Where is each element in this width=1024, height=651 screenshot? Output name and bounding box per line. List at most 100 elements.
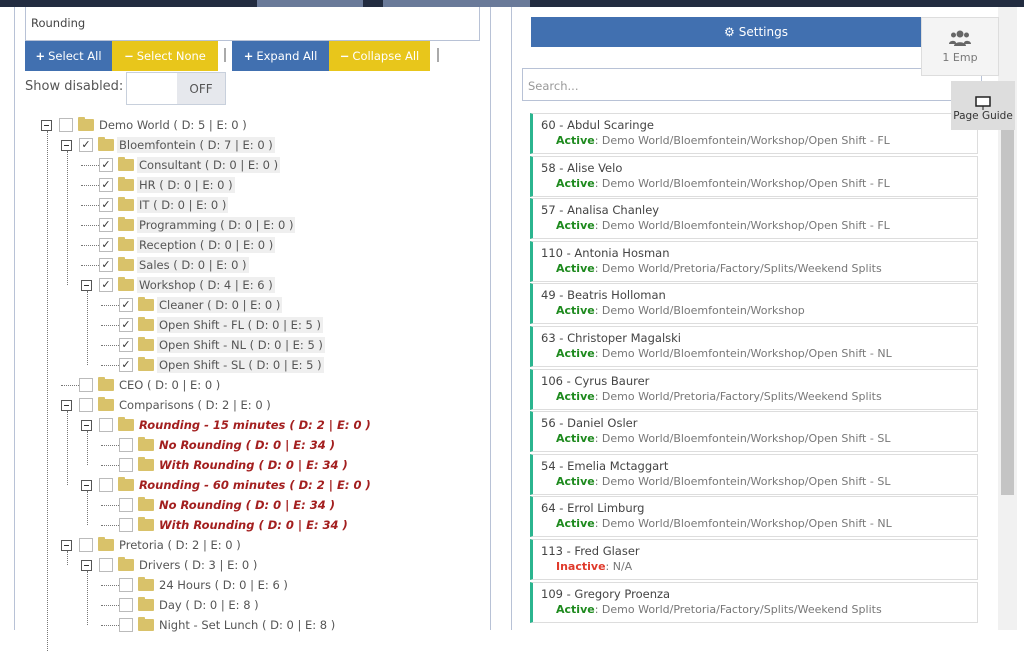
node-checkbox[interactable] <box>99 418 113 432</box>
node-checkbox[interactable] <box>119 578 133 592</box>
page-guide-button[interactable]: Page Guide <box>951 81 1015 130</box>
node-checkbox[interactable]: ✓ <box>119 338 133 352</box>
tree-node: ✓ Consultant ( D: 0 | E: 0 ) <box>81 155 281 175</box>
tree-node: ✓ Programming ( D: 0 | E: 0 ) <box>81 215 296 235</box>
tree-connector <box>101 524 119 526</box>
node-label[interactable]: IT ( D: 0 | E: 0 ) <box>137 197 229 213</box>
tree-connector <box>101 504 119 506</box>
tree-node: CEO ( D: 0 | E: 0 ) <box>61 375 222 395</box>
node-label[interactable]: With Rounding ( D: 0 | E: 34 ) <box>159 458 348 472</box>
node-checkbox[interactable] <box>99 478 113 492</box>
employee-list-item[interactable]: 56 - Daniel Osler Active: Demo World/Bloe… <box>530 411 978 453</box>
collapse-toggle-icon[interactable] <box>61 539 72 551</box>
collapse-toggle-icon[interactable] <box>81 419 92 431</box>
node-label[interactable]: Bloemfontein ( D: 7 | E: 0 ) <box>117 137 275 153</box>
employee-list-item[interactable]: 57 - Analisa Chanley Active: Demo World/B… <box>530 198 978 240</box>
node-checkbox[interactable]: ✓ <box>99 198 113 212</box>
node-label[interactable]: No Rounding ( D: 0 | E: 34 ) <box>159 438 336 452</box>
node-checkbox[interactable]: ✓ <box>99 218 113 232</box>
folder-icon <box>138 617 154 631</box>
node-checkbox[interactable] <box>119 598 133 612</box>
node-label[interactable]: Open Shift - SL ( D: 0 | E: 5 ) <box>157 357 324 373</box>
collapse-toggle-icon[interactable] <box>81 559 92 571</box>
node-checkbox[interactable]: ✓ <box>99 178 113 192</box>
collapse-toggle-icon[interactable] <box>41 119 52 131</box>
nav-tab[interactable] <box>383 0 480 7</box>
node-checkbox[interactable]: ✓ <box>99 258 113 272</box>
employee-list-item[interactable]: 54 - Emelia Mctaggart Active: Demo World/… <box>530 453 978 495</box>
folder-icon <box>118 417 134 431</box>
employee-count-badge[interactable]: 1 Emp <box>921 17 999 76</box>
node-label[interactable]: Open Shift - FL ( D: 0 | E: 5 ) <box>157 317 323 333</box>
tree-guide-line <box>47 131 48 651</box>
node-label[interactable]: Rounding - 15 minutes ( D: 2 | E: 0 ) <box>139 418 371 432</box>
select-all-button[interactable]: + Select All <box>25 41 112 71</box>
nav-tab[interactable] <box>257 0 363 7</box>
node-label[interactable]: With Rounding ( D: 0 | E: 34 ) <box>159 518 348 532</box>
node-label[interactable]: Rounding - 60 minutes ( D: 2 | E: 0 ) <box>139 478 371 492</box>
employee-list-item[interactable]: 60 - Abdul Scaringe Active: Demo World/Bl… <box>530 113 978 154</box>
node-checkbox[interactable] <box>79 538 93 552</box>
node-checkbox[interactable]: ✓ <box>79 138 93 152</box>
collapse-toggle-icon[interactable] <box>81 479 92 491</box>
node-label[interactable]: Cleaner ( D: 0 | E: 0 ) <box>157 297 283 313</box>
tree-guide-line <box>67 411 68 485</box>
tree-node: Night - Set Lunch ( D: 0 | E: 8 ) <box>101 615 337 635</box>
node-checkbox[interactable] <box>99 558 113 572</box>
node-label[interactable]: Open Shift - NL ( D: 0 | E: 5 ) <box>157 337 325 353</box>
search-input[interactable]: Search... <box>522 68 982 101</box>
node-checkbox[interactable] <box>79 398 93 412</box>
node-label[interactable]: Day ( D: 0 | E: 8 ) <box>159 598 259 612</box>
node-label[interactable]: 24 Hours ( D: 0 | E: 6 ) <box>159 578 288 592</box>
node-label[interactable]: Night - Set Lunch ( D: 0 | E: 8 ) <box>159 618 336 632</box>
node-checkbox[interactable] <box>119 498 133 512</box>
collapse-toggle-icon[interactable] <box>61 139 72 151</box>
node-checkbox[interactable] <box>59 118 73 132</box>
select-none-button[interactable]: − Select None <box>112 41 218 71</box>
collapse-all-button[interactable]: − Collapse All <box>329 41 430 71</box>
node-label[interactable]: Comparisons ( D: 2 | E: 0 ) <box>119 398 271 412</box>
node-label[interactable]: HR ( D: 0 | E: 0 ) <box>137 177 235 193</box>
node-label[interactable]: Drivers ( D: 3 | E: 0 ) <box>139 558 258 572</box>
node-label[interactable]: Demo World ( D: 5 | E: 0 ) <box>99 118 247 132</box>
settings-button[interactable]: ⚙ Settings <box>531 17 981 47</box>
employee-name: 110 - Antonia Hosman <box>541 245 670 260</box>
node-checkbox[interactable]: ✓ <box>119 318 133 332</box>
employee-list-item[interactable]: 113 - Fred Glaser Inactive: N/A <box>530 539 978 580</box>
node-checkbox[interactable] <box>119 518 133 532</box>
node-label[interactable]: CEO ( D: 0 | E: 0 ) <box>119 378 221 392</box>
node-label[interactable]: Pretoria ( D: 2 | E: 0 ) <box>119 538 241 552</box>
folder-icon <box>138 517 154 531</box>
node-checkbox[interactable]: ✓ <box>99 158 113 172</box>
node-label[interactable]: Reception ( D: 0 | E: 0 ) <box>137 237 276 253</box>
expand-all-button[interactable]: + Expand All <box>232 41 329 71</box>
nav-tab[interactable] <box>480 0 530 7</box>
select-none-label: Select None <box>136 49 206 63</box>
collapse-toggle-icon[interactable] <box>81 279 92 291</box>
node-label[interactable]: Workshop ( D: 4 | E: 6 ) <box>137 277 275 293</box>
scrollbar-thumb[interactable] <box>1001 90 1014 495</box>
node-checkbox[interactable]: ✓ <box>99 238 113 252</box>
employee-list-item[interactable]: 63 - Christoper Magalski Active: Demo Wor… <box>530 326 978 367</box>
node-checkbox[interactable] <box>79 378 93 392</box>
collapse-toggle-icon[interactable] <box>61 399 72 411</box>
node-checkbox[interactable]: ✓ <box>119 298 133 312</box>
node-label[interactable]: Sales ( D: 0 | E: 0 ) <box>137 257 249 273</box>
node-label[interactable]: No Rounding ( D: 0 | E: 34 ) <box>159 498 336 512</box>
node-checkbox[interactable]: ✓ <box>119 358 133 372</box>
employee-list-item[interactable]: 109 - Gregory Proenza Active: Demo World/… <box>530 581 978 623</box>
employee-list-item[interactable]: 58 - Alise Velo Active: Demo World/Bloemf… <box>530 155 978 197</box>
node-label[interactable]: Consultant ( D: 0 | E: 0 ) <box>137 157 281 173</box>
node-checkbox[interactable]: ✓ <box>99 278 113 292</box>
employee-list-item[interactable]: 110 - Antonia Hosman Active: Demo World/P… <box>530 240 978 282</box>
employee-list-item[interactable]: 106 - Cyrus Baurer Active: Demo World/Pre… <box>530 368 978 410</box>
node-label[interactable]: Programming ( D: 0 | E: 0 ) <box>137 217 296 233</box>
employee-list-item[interactable]: 49 - Beatris Holloman Active: Demo World/… <box>530 283 978 325</box>
show-disabled-toggle[interactable]: OFF <box>126 72 226 105</box>
folder-icon <box>138 317 154 331</box>
employee-list-item[interactable]: 64 - Errol Limburg Active: Demo World/Blo… <box>530 496 978 538</box>
tree-connector <box>81 244 99 246</box>
node-checkbox[interactable] <box>119 438 133 452</box>
filter-input[interactable]: Rounding <box>25 7 480 41</box>
node-checkbox[interactable] <box>119 458 133 472</box>
